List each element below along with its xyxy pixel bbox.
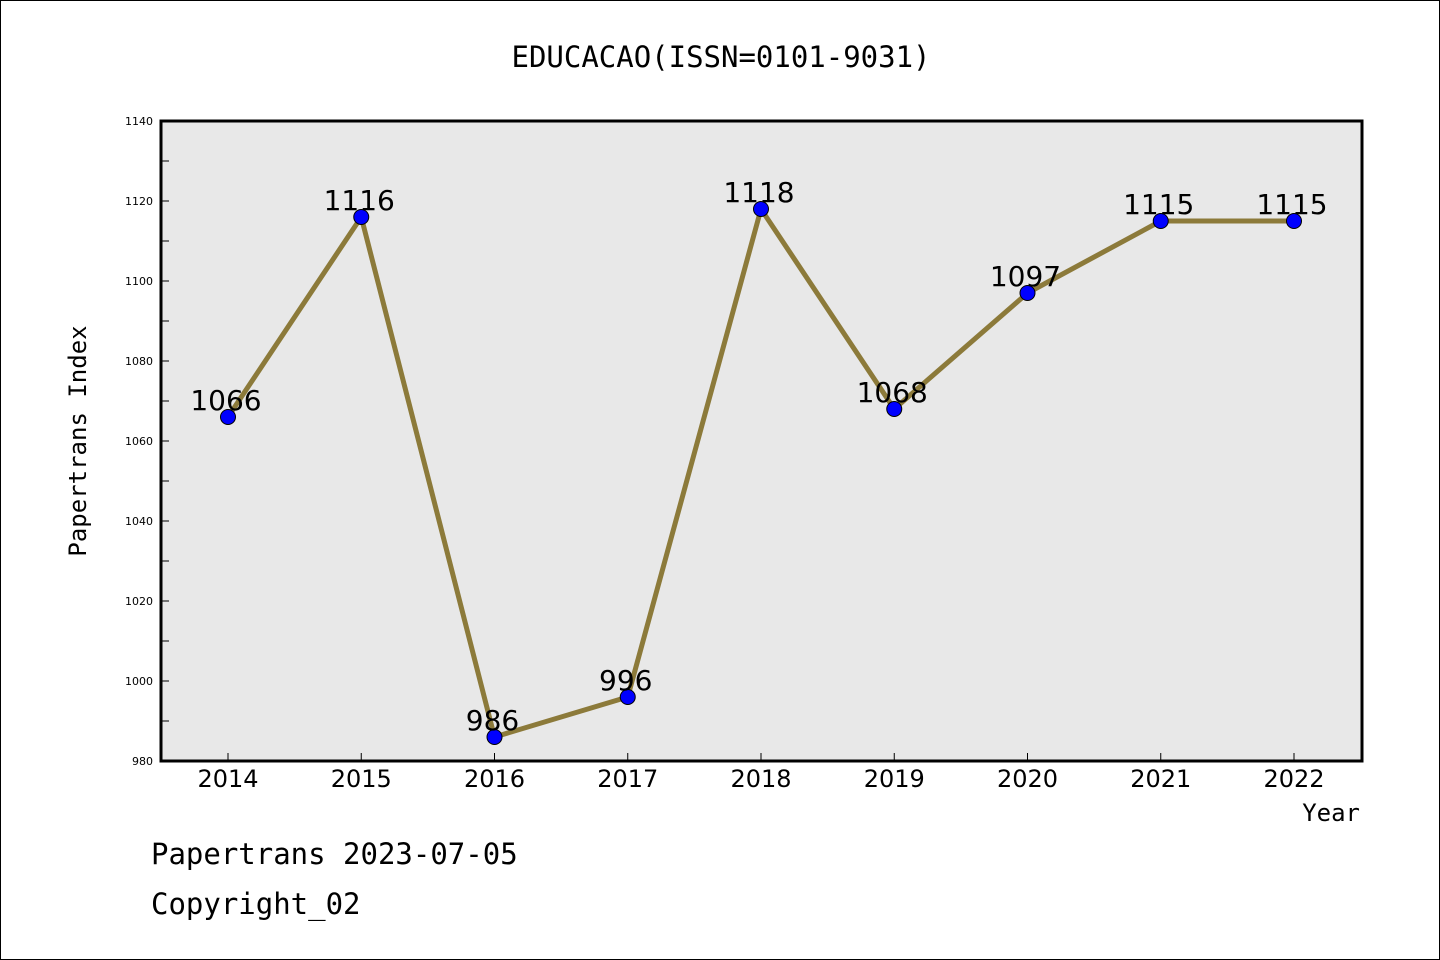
data-point [353, 209, 370, 225]
data-label: 1068 [857, 376, 928, 409]
data-label: 1116 [324, 184, 395, 217]
data-point [886, 401, 903, 417]
x-axis-label: Year [1302, 799, 1360, 827]
copyright-text: Copyright_02 [151, 887, 361, 921]
y-tick-label: 1080 [125, 355, 153, 368]
data-label: 1115 [1123, 188, 1194, 221]
x-tick-label: 2015 [331, 765, 392, 793]
chart-title: EDUCACAO(ISSN=0101-9031) [511, 40, 930, 74]
data-point [486, 729, 503, 745]
series-papertrans-index: 1066 1116 986 996 1118 1068 1097 1115 1115 [190, 176, 1328, 745]
y-tick-label: 1000 [125, 675, 153, 688]
data-point [1152, 213, 1169, 229]
y-tick-label: 980 [132, 755, 153, 768]
y-axis: 980 1000 1020 1040 1060 1080 1100 1120 1140 [125, 115, 169, 768]
x-tick-label: 2016 [464, 765, 525, 793]
x-tick-label: 2018 [730, 765, 791, 793]
x-tick-label: 2021 [1130, 765, 1191, 793]
y-tick-label: 1020 [125, 595, 153, 608]
y-tick-label: 1060 [125, 435, 153, 448]
data-point [1286, 213, 1302, 229]
y-axis-label: Papertrans Index [64, 325, 92, 556]
y-tick-label: 1140 [125, 115, 153, 128]
data-label: 1115 [1256, 188, 1327, 221]
data-label: 996 [599, 664, 652, 697]
data-point [1019, 285, 1036, 301]
x-tick-label: 2022 [1263, 765, 1324, 793]
source-date-text: Papertrans 2023-07-05 [151, 837, 518, 871]
x-tick-label: 2020 [997, 765, 1058, 793]
data-label: 986 [466, 704, 519, 737]
data-label: 1066 [190, 384, 261, 417]
data-point [619, 689, 636, 705]
x-tick-label: 2017 [597, 765, 658, 793]
data-label: 1097 [990, 260, 1061, 293]
data-point [753, 201, 769, 217]
x-tick-label: 2014 [197, 765, 258, 793]
y-tick-label: 1040 [125, 515, 153, 528]
x-tick-label: 2019 [864, 765, 925, 793]
y-tick-label: 1120 [125, 195, 153, 208]
y-tick-label: 1100 [125, 275, 153, 288]
x-axis: 2014 2015 2016 2017 2018 2019 2020 2021 2022 [197, 753, 1325, 793]
data-label: 1118 [723, 176, 794, 209]
data-point [220, 409, 236, 425]
